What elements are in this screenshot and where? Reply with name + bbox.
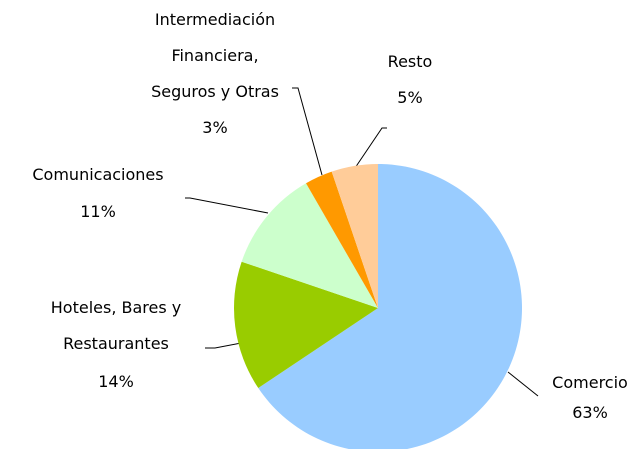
pie-slice — [331, 164, 378, 308]
pie-slice — [258, 164, 522, 449]
pie-slice — [241, 183, 378, 308]
pie-slice — [233, 261, 378, 389]
leader-line — [185, 197, 269, 214]
value-label: 5% — [397, 88, 423, 107]
slices — [233, 164, 522, 449]
value-label: 14% — [98, 372, 134, 391]
slice-label: Comunicaciones — [32, 165, 164, 184]
slice-label: Resto — [387, 52, 433, 71]
slice-label: Intermediación Financiera, Seguros y Otr… — [151, 10, 279, 101]
slice-label: Hoteles, Bares y Restaurantes — [50, 298, 182, 353]
slice-label: Comercio — [552, 373, 628, 392]
value-label: 3% — [202, 118, 228, 137]
value-label: 63% — [572, 403, 608, 422]
pie-slice — [306, 171, 378, 308]
leader-line — [354, 127, 387, 169]
leader-line — [292, 87, 323, 176]
leader-line — [507, 371, 539, 397]
value-label: 11% — [80, 202, 116, 221]
